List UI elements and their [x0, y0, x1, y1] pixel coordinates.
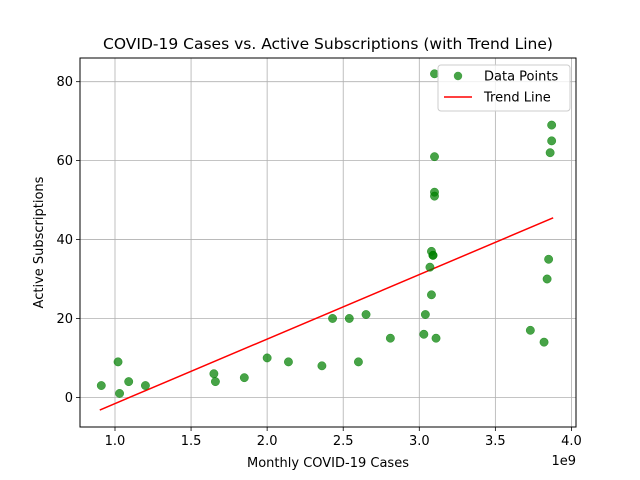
data-point	[115, 389, 125, 398]
data-point	[239, 373, 249, 383]
data-point	[113, 357, 123, 367]
data-point	[431, 333, 441, 343]
data-points-layer	[96, 69, 557, 398]
y-tick-label: 20	[56, 312, 73, 327]
x-axis-ticks: 1.0 1.5 2.0 2.5 3.0 3.5 4.0	[105, 427, 582, 449]
data-point	[430, 152, 439, 162]
x-tick-label: 1.0	[105, 434, 126, 449]
data-point	[547, 120, 557, 130]
y-axis-ticks: 0 20 40 60 80	[56, 75, 80, 406]
x-tick-label: 2.0	[257, 434, 278, 449]
data-point	[140, 381, 150, 391]
data-point	[544, 254, 554, 264]
y-tick-label: 60	[56, 154, 73, 169]
trend-line	[99, 217, 554, 411]
plot-frame	[79, 57, 577, 428]
trend-line-layer	[99, 217, 554, 411]
y-axis-label: Active Subscriptions	[32, 176, 47, 308]
data-point	[317, 361, 327, 371]
grid-lines	[80, 58, 576, 427]
legend-box	[437, 64, 571, 112]
x-tick-label: 3.0	[409, 434, 430, 449]
data-point	[539, 337, 549, 347]
data-point	[124, 377, 134, 387]
x-tick-label: 4.0	[561, 434, 582, 449]
data-point	[344, 314, 354, 323]
y-tick-label: 40	[56, 233, 73, 248]
legend-label-data-points: Data Points	[484, 70, 558, 85]
data-point	[210, 377, 220, 387]
data-point	[547, 136, 557, 146]
data-point	[428, 250, 438, 260]
data-point	[430, 69, 439, 79]
data-point	[283, 357, 293, 367]
x-tick-label: 3.5	[485, 434, 506, 449]
legend-marker-data-points	[453, 71, 463, 81]
x-axis-label: Monthly COVID-19 Cases	[247, 456, 409, 471]
y-tick-label: 80	[56, 75, 73, 90]
x-tick-label: 2.5	[333, 434, 354, 449]
y-tick-label: 0	[65, 391, 73, 406]
x-axis-offset-label: 1e9	[551, 454, 576, 469]
legend-label-trend-line: Trend Line	[483, 91, 551, 106]
data-point	[209, 369, 219, 379]
data-point	[353, 357, 363, 367]
data-point	[430, 191, 439, 201]
data-point	[420, 310, 430, 319]
data-point	[427, 290, 436, 300]
chart-title: COVID-19 Cases vs. Active Subscriptions …	[103, 35, 553, 53]
legend: Data Points Trend Line	[437, 64, 571, 112]
data-point	[419, 329, 429, 339]
data-point	[545, 148, 555, 158]
data-point	[328, 314, 338, 323]
data-point	[262, 353, 272, 363]
data-point	[96, 381, 106, 391]
data-point	[425, 262, 435, 272]
data-point	[525, 325, 535, 335]
x-tick-label: 1.5	[181, 434, 202, 449]
data-point	[542, 274, 552, 284]
data-point	[385, 333, 395, 343]
data-point	[361, 310, 371, 319]
